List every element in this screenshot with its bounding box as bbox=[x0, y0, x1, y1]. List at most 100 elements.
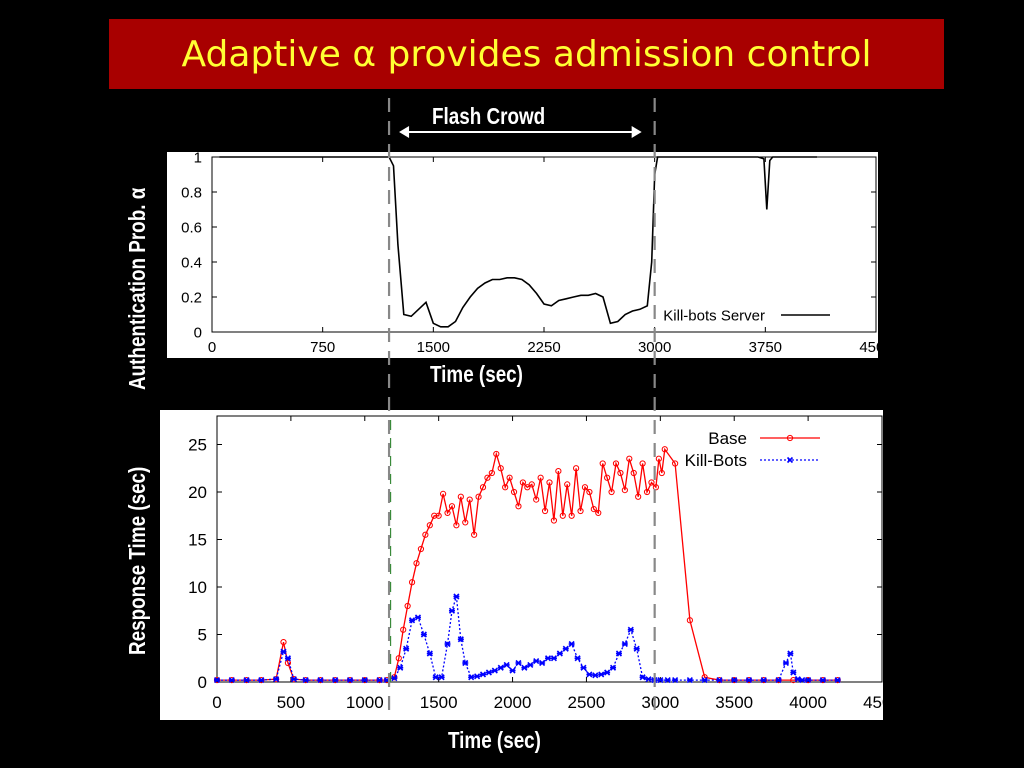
data-point bbox=[539, 659, 546, 667]
bottom-x-axis-title: Time (sec) bbox=[448, 727, 541, 753]
data-point bbox=[782, 659, 790, 667]
data-point bbox=[546, 479, 553, 486]
data-point bbox=[573, 465, 580, 472]
data-point bbox=[413, 560, 420, 567]
data-point bbox=[528, 481, 535, 488]
data-point bbox=[556, 650, 563, 657]
data-point bbox=[612, 460, 620, 467]
flash-crowd-label: Flash Crowd bbox=[432, 103, 546, 129]
x-tick-label: 500 bbox=[277, 693, 305, 712]
y-tick-label: 15 bbox=[188, 530, 207, 549]
data-point bbox=[213, 677, 221, 684]
response-chart: 0500100015002000250030003500400045000510… bbox=[188, 415, 901, 712]
data-point bbox=[510, 488, 518, 496]
data-point bbox=[431, 512, 438, 519]
data-point bbox=[400, 626, 407, 633]
y-tick-label: 0.8 bbox=[181, 184, 202, 201]
data-point bbox=[621, 487, 628, 494]
data-point bbox=[701, 677, 708, 684]
data-point bbox=[643, 488, 651, 496]
data-point bbox=[391, 675, 398, 682]
x-tick-label: 3750 bbox=[749, 339, 782, 356]
data-point bbox=[590, 506, 597, 513]
data-point bbox=[550, 655, 557, 662]
data-point bbox=[805, 677, 812, 684]
data-point bbox=[592, 672, 599, 679]
data-point bbox=[608, 488, 615, 496]
data-point bbox=[731, 677, 738, 684]
data-point bbox=[479, 671, 487, 678]
x-tick-label: 1000 bbox=[346, 693, 384, 712]
top-x-axis-title: Time (sec) bbox=[430, 361, 523, 387]
y-tick-label: 0 bbox=[198, 673, 207, 692]
data-point bbox=[635, 493, 642, 500]
data-point bbox=[617, 469, 624, 477]
data-point bbox=[497, 664, 504, 671]
y-tick-label: 0.4 bbox=[181, 254, 202, 271]
data-point bbox=[391, 674, 398, 681]
data-point bbox=[598, 671, 605, 678]
data-point bbox=[453, 593, 460, 600]
data-point bbox=[420, 631, 427, 638]
data-point bbox=[503, 661, 510, 668]
data-point bbox=[648, 479, 655, 486]
y-tick-label: 25 bbox=[188, 435, 207, 454]
y-tick-label: 10 bbox=[188, 578, 207, 597]
legend-marker bbox=[786, 434, 794, 442]
data-point bbox=[502, 484, 509, 491]
data-point bbox=[361, 677, 368, 684]
data-point bbox=[595, 509, 602, 517]
x-tick-label: 3500 bbox=[715, 693, 753, 712]
legend-label: Kill-Bots bbox=[685, 451, 747, 470]
data-point bbox=[568, 640, 575, 648]
data-point bbox=[448, 503, 456, 510]
data-point bbox=[716, 677, 723, 684]
data-point bbox=[686, 617, 693, 624]
data-point bbox=[615, 650, 623, 657]
data-point bbox=[527, 661, 534, 668]
data-point bbox=[568, 512, 575, 519]
data-point bbox=[819, 677, 826, 684]
data-point bbox=[444, 640, 451, 648]
data-point bbox=[448, 607, 456, 614]
data-point bbox=[409, 617, 416, 624]
series-line-kill-bots-server bbox=[219, 156, 817, 328]
y-tick-label: 0 bbox=[194, 324, 202, 341]
x-tick-label: 0 bbox=[208, 339, 216, 356]
data-point bbox=[609, 664, 617, 671]
x-tick-label: 1500 bbox=[420, 693, 458, 712]
x-tick-label: 2000 bbox=[494, 693, 532, 712]
data-point bbox=[533, 658, 540, 665]
data-point bbox=[228, 677, 235, 684]
data-point bbox=[422, 531, 429, 538]
data-point bbox=[655, 455, 662, 462]
data-point bbox=[664, 677, 671, 684]
legend-label: Base bbox=[708, 429, 747, 448]
data-point bbox=[438, 674, 445, 681]
data-point bbox=[280, 648, 287, 655]
data-point bbox=[302, 677, 309, 684]
data-point bbox=[417, 545, 425, 553]
x-tick-label: 2250 bbox=[527, 339, 560, 356]
data-point bbox=[652, 484, 659, 491]
data-point bbox=[604, 474, 611, 481]
data-point bbox=[630, 469, 637, 477]
data-point bbox=[627, 626, 634, 633]
x-tick-label: 3000 bbox=[638, 339, 671, 356]
data-point bbox=[457, 493, 464, 500]
data-point bbox=[639, 460, 646, 467]
data-point bbox=[346, 677, 354, 684]
data-point bbox=[599, 460, 606, 467]
data-point bbox=[672, 460, 679, 467]
title-banner: Adaptive α provides admission control bbox=[109, 19, 944, 89]
y-tick-label: 5 bbox=[198, 625, 207, 644]
data-point bbox=[621, 640, 628, 648]
data-point bbox=[475, 493, 482, 500]
data-point bbox=[243, 677, 250, 684]
data-point bbox=[658, 469, 665, 477]
data-point bbox=[485, 669, 492, 676]
data-point bbox=[657, 677, 664, 684]
data-point bbox=[790, 669, 797, 676]
data-point bbox=[457, 636, 464, 643]
